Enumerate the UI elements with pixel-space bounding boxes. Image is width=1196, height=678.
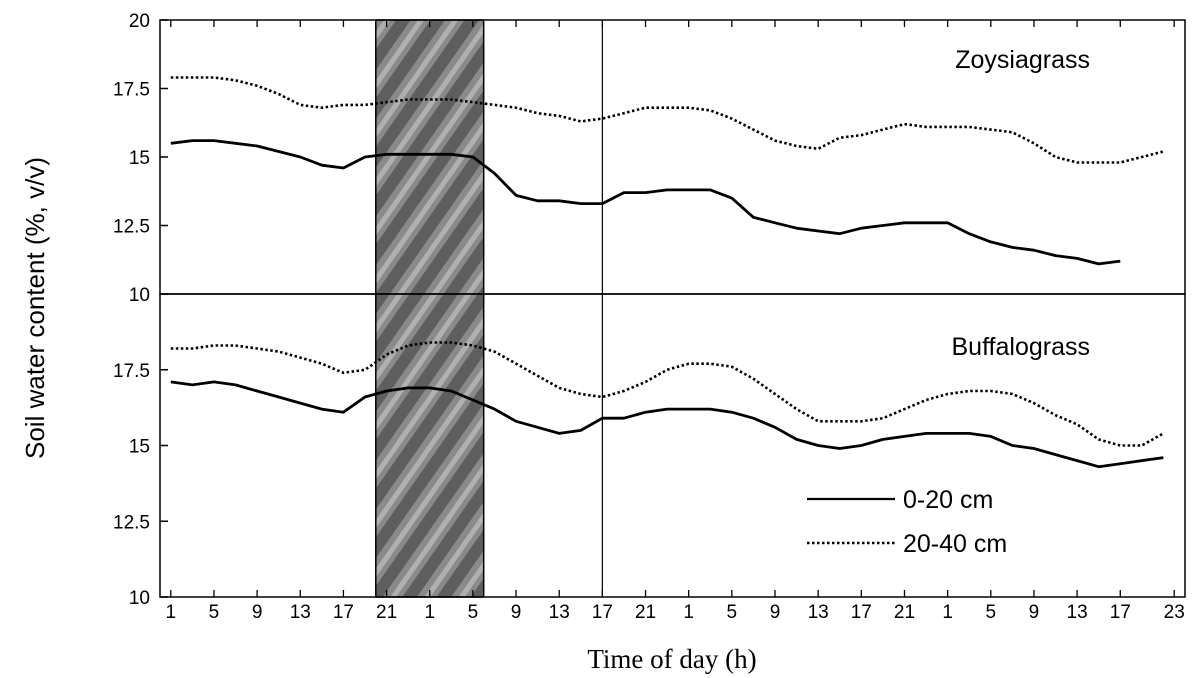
x-tick-label: 13 — [808, 602, 829, 623]
x-tick-label: 17 — [851, 602, 872, 623]
x-tick-label: 13 — [549, 602, 570, 623]
zoysiagrass-series-0-20cm — [170, 139, 1121, 266]
x-tick-label: 21 — [635, 602, 656, 623]
x-tick-label: 1 — [683, 602, 694, 623]
y-tick-label: 17.5 — [113, 80, 150, 101]
legend-label-0-20cm: 0-20 cm — [903, 486, 993, 514]
x-tick-label: 23 — [1164, 602, 1185, 623]
y-tick-label: 10 — [129, 285, 150, 306]
x-tick-label: 9 — [770, 602, 781, 623]
y-tick-label: 15 — [129, 148, 150, 169]
x-tick-label: 9 — [1029, 602, 1040, 623]
x-tick-label: 21 — [894, 602, 915, 623]
zoysiagrass-series-20-40cm — [170, 76, 1164, 164]
night-shade-band — [375, 19, 485, 598]
x-axis-label: Time of day (h) — [587, 644, 756, 674]
x-tick-label: 13 — [290, 602, 311, 623]
x-tick-label: 5 — [209, 602, 220, 623]
panel-title-zoysiagrass: Zoysiagrass — [955, 46, 1090, 74]
y-tick-label: 10 — [129, 588, 150, 609]
panel-title-buffalograss: Buffalograss — [951, 333, 1090, 361]
x-tick-label: 13 — [1067, 602, 1088, 623]
x-tick-label: 21 — [376, 602, 397, 623]
y-tick-label: 12.5 — [113, 217, 150, 238]
x-tick-label: 17 — [333, 602, 354, 623]
y-tick-label: 20 — [129, 11, 150, 32]
x-tick-label: 5 — [468, 602, 479, 623]
y-tick-label: 15 — [129, 437, 150, 458]
x-tick-label: 5 — [986, 602, 997, 623]
x-tick-label: 9 — [511, 602, 522, 623]
y-tick-label: 17.5 — [113, 361, 150, 382]
x-tick-label: 17 — [592, 602, 613, 623]
x-tick-label: 1 — [942, 602, 953, 623]
x-tick-label: 9 — [252, 602, 263, 623]
legend-label-20-40cm: 20-40 cm — [903, 530, 1007, 558]
x-tick-label: 17 — [1110, 602, 1131, 623]
buffalograss-series-0-20cm — [170, 380, 1164, 469]
x-tick-label: 5 — [727, 602, 738, 623]
y-tick-label: 12.5 — [113, 512, 150, 533]
y-axis-label: Soil water content (%, v/v) — [20, 157, 50, 459]
x-tick-label: 1 — [166, 602, 177, 623]
x-tick-label: 1 — [424, 602, 435, 623]
